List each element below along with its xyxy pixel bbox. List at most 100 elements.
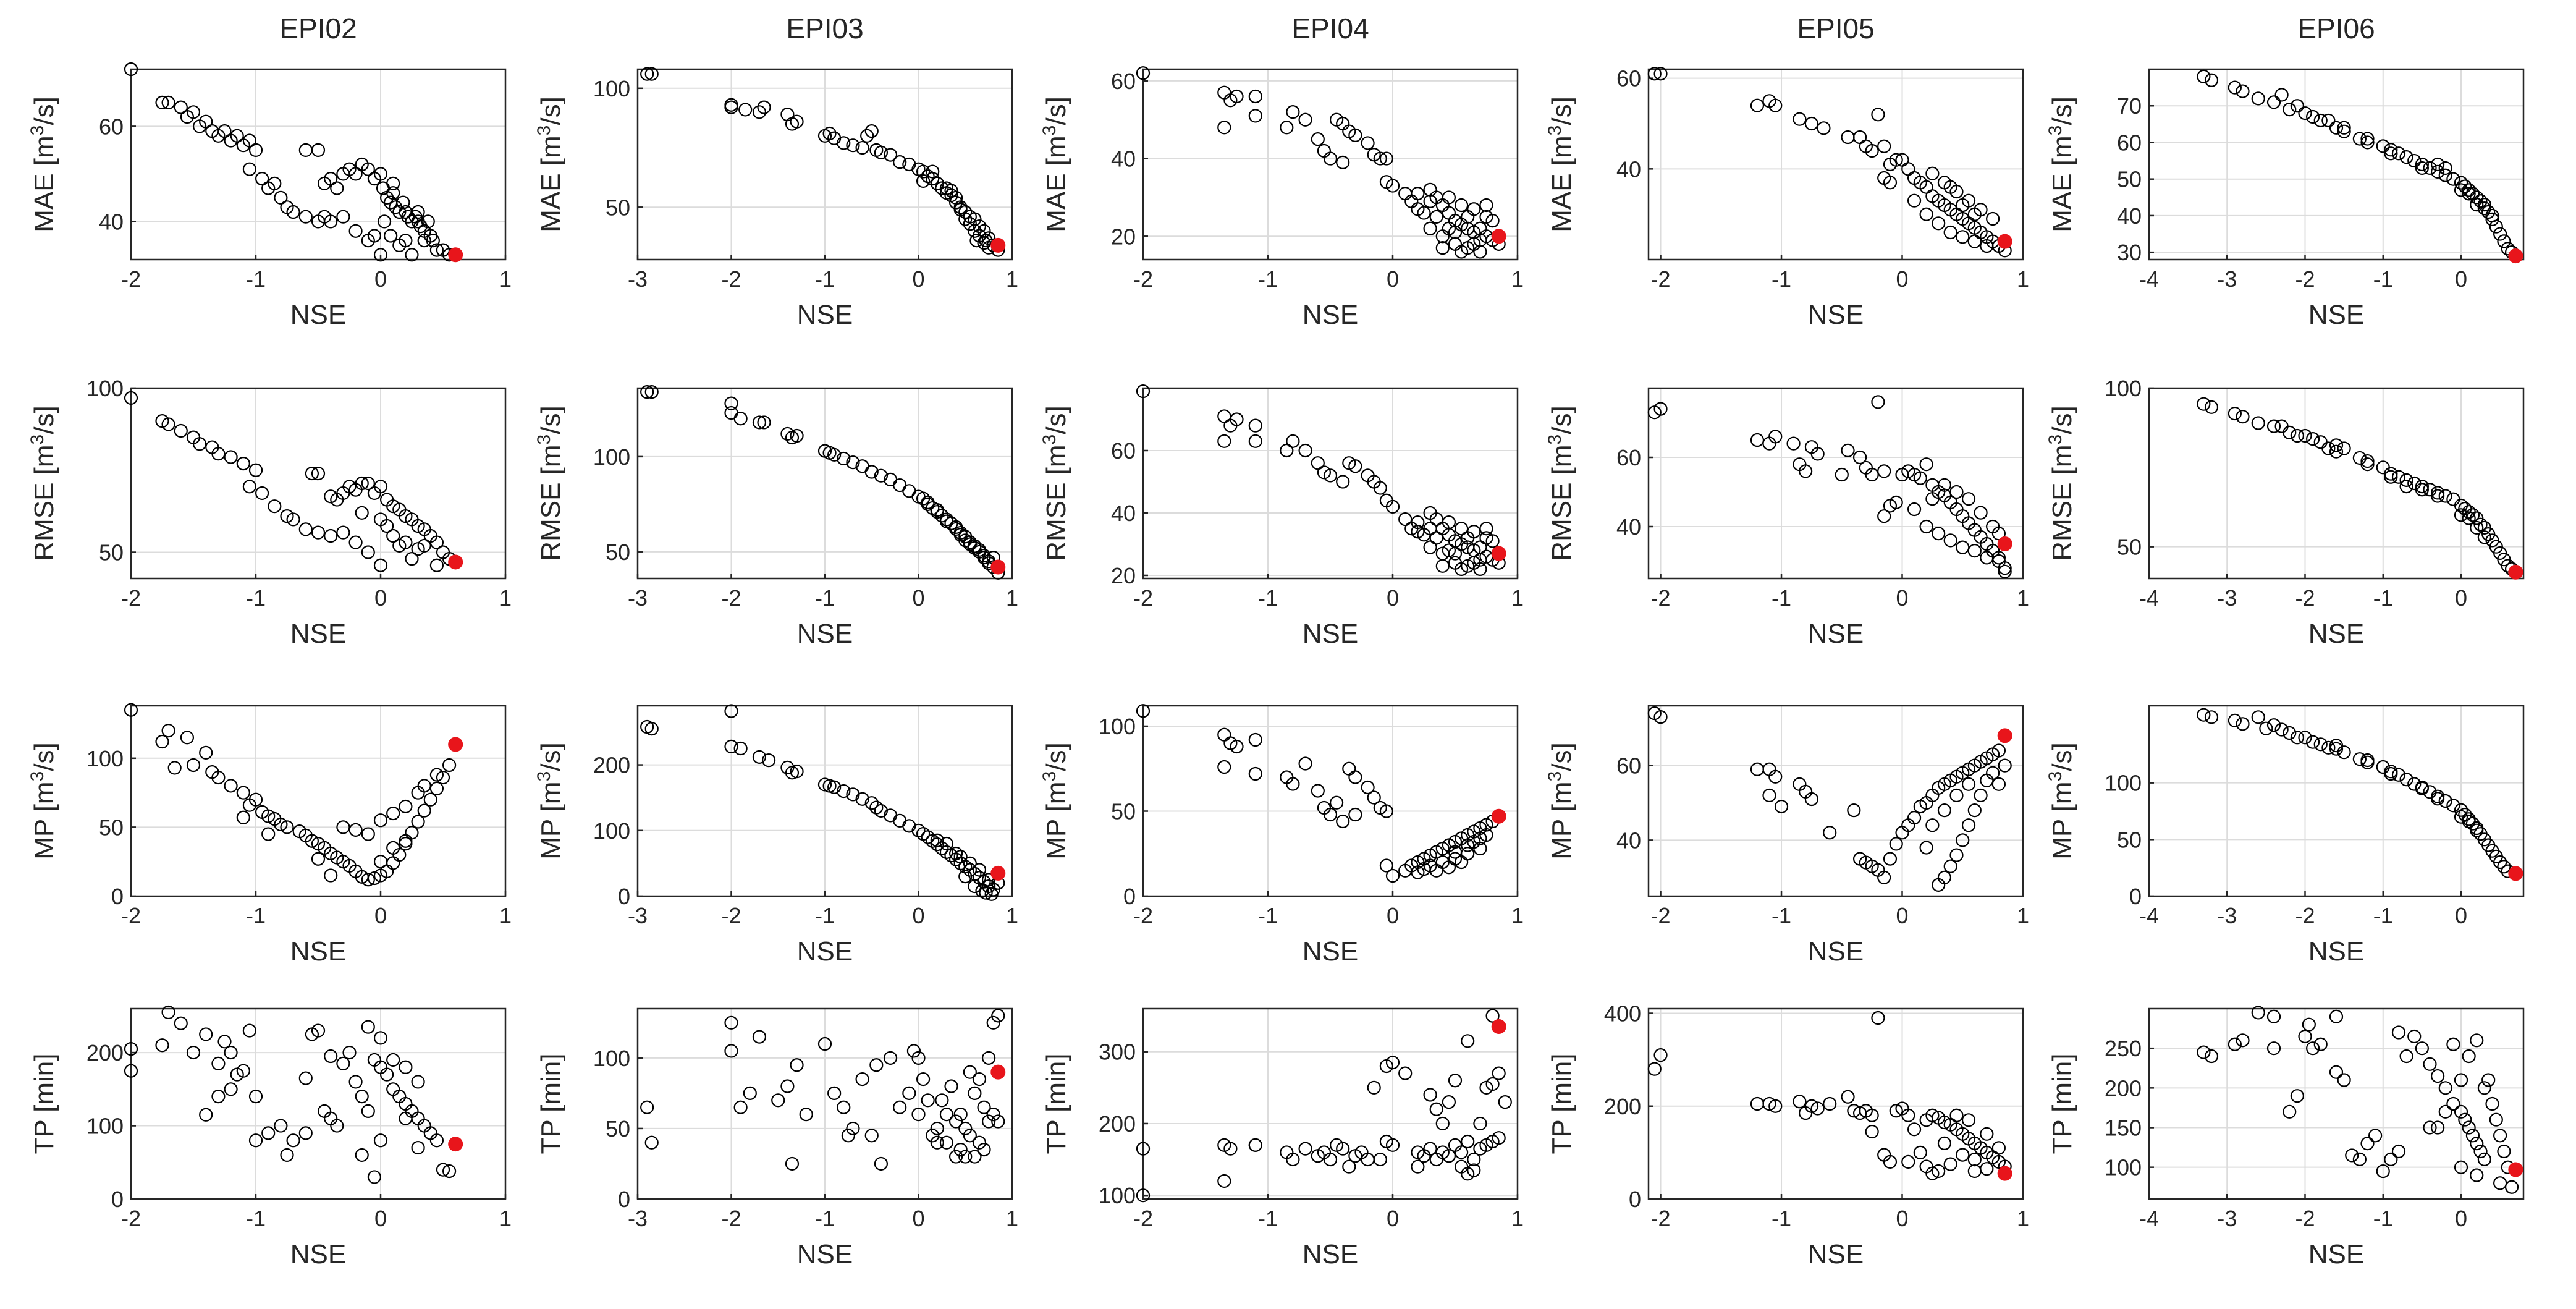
scatter-point (1943, 859, 1957, 873)
y-tick-label: 100 (593, 444, 630, 470)
scatter-point (1943, 533, 1957, 548)
scatter-point (926, 1129, 940, 1143)
scatter-point (348, 535, 363, 549)
scatter-point (1248, 109, 1262, 123)
scatter-point (2493, 855, 2507, 870)
scatter-point (1653, 67, 1668, 81)
scatter-point (1217, 121, 1231, 135)
scatter-point (242, 162, 256, 176)
y-axis-label: MP [m3/s] (1039, 742, 1071, 859)
scatter-point (274, 1119, 288, 1133)
y-tick-label: 100 (87, 1114, 124, 1139)
scatter-point (1956, 833, 1970, 847)
scatter-point (211, 1090, 226, 1104)
scatter-point (2454, 803, 2468, 817)
scatter-point (2283, 425, 2297, 439)
scatter-point (399, 799, 413, 814)
x-tick-label: -4 (2139, 903, 2159, 928)
scatter-point (1925, 166, 1940, 180)
scatter-point (2454, 1104, 2468, 1119)
scatter-point (2251, 710, 2265, 724)
scatter-point (2283, 1104, 2297, 1119)
x-tick-label: 0 (2455, 1206, 2467, 1231)
scatter-point (1907, 1122, 1922, 1137)
scatter-point (1435, 241, 1450, 255)
scatter-point (968, 1086, 982, 1100)
scatter-point (1448, 546, 1463, 561)
scatter-point (1907, 193, 1922, 208)
x-tick-label: -3 (2217, 585, 2237, 611)
scatter-point (2266, 419, 2281, 433)
scatter-point (2360, 753, 2375, 768)
y-axis-label-text: TP [min] (29, 1053, 59, 1154)
scatter-point (733, 741, 748, 756)
panel-epi06-rmse: -4 -3 -2 -1 0 50 100 NSE RMSE [m3/s] (2045, 376, 2525, 649)
x-tick-label: 0 (1387, 1206, 1399, 1231)
scatter-point (2290, 99, 2304, 113)
scatter-point (2454, 810, 2468, 824)
scatter-point (1956, 1148, 1970, 1162)
scatter-point (2431, 486, 2445, 500)
scatter-point (893, 1100, 907, 1114)
scatter-point (916, 174, 931, 189)
scatter-point (1485, 214, 1500, 228)
scatter-point (902, 1086, 916, 1100)
scatter-point (361, 1104, 375, 1118)
scatter-point (324, 1049, 338, 1064)
x-axis-label: NSE (1303, 619, 1358, 649)
scatter-point (348, 823, 363, 837)
panel-epi04-tp: -2 -1 0 1 100 200 300 NSE TP [min] (1041, 1007, 1524, 1269)
scatter-point (2446, 799, 2460, 813)
best-point (2508, 248, 2523, 264)
scatter-point (280, 509, 294, 523)
scatter-point (417, 803, 431, 818)
scatter-point (640, 1100, 654, 1114)
scatter-point (2501, 242, 2515, 256)
y-axis-label-superscript: 3 (1545, 434, 1565, 445)
scatter-point (1298, 1142, 1312, 1156)
scatter-point (411, 1075, 425, 1089)
y-axis-label-text: MAE [m (536, 135, 566, 232)
x-tick-label: 1 (499, 1206, 512, 1231)
scatter-point (417, 538, 431, 553)
scatter-point (2446, 1096, 2460, 1111)
scatter-point (930, 837, 944, 852)
scatter-point (186, 758, 201, 773)
scatter-point (1461, 210, 1475, 224)
scatter-point (1932, 216, 1946, 231)
plot-frame (1142, 387, 1519, 580)
scatter-point (193, 437, 207, 451)
scatter-point (2462, 1120, 2476, 1135)
scatter-point (2352, 1152, 2367, 1166)
x-tick-label: 0 (374, 1206, 387, 1231)
scatter-point (991, 1114, 1005, 1129)
best-point (1997, 1166, 2012, 1181)
y-tick-label: 100 (87, 746, 124, 771)
scatter-point (864, 465, 879, 479)
scatter-point (242, 798, 256, 812)
scatter-point (2236, 410, 2250, 424)
scatter-point (1479, 522, 1493, 536)
scatter-point (1136, 1142, 1151, 1156)
y-tick-label: 50 (99, 815, 124, 840)
y-tick-label: 40 (1111, 146, 1136, 172)
scatter-point (2306, 109, 2320, 124)
y-axis-label: MAE [m3/s] (2045, 96, 2077, 232)
x-tick-label: 1 (1006, 903, 1018, 928)
y-axis-label: RMSE [m3/s] (1545, 405, 1577, 561)
scatter-point (186, 1045, 201, 1060)
y-tick-label: 50 (1111, 799, 1136, 824)
x-tick-label: 1 (1511, 266, 1524, 292)
scatter-point (1348, 807, 1362, 822)
scatter-point (1877, 509, 1891, 523)
y-axis-label-unit: /s] (536, 742, 566, 771)
scatter-point (1889, 837, 1903, 851)
y-tick-label: 0 (618, 884, 630, 909)
panel-epi03-rmse: -3 -2 -1 0 1 50 100 NSE RMSE [m3/s] (534, 385, 1018, 649)
scatter-point (1455, 522, 1469, 536)
scatter-point (1786, 436, 1801, 451)
scatter-point (948, 1150, 963, 1164)
y-axis-label-superscript: 3 (1545, 771, 1565, 782)
y-tick-label: 250 (2105, 1036, 2142, 1061)
x-axis-label: NSE (290, 936, 346, 967)
